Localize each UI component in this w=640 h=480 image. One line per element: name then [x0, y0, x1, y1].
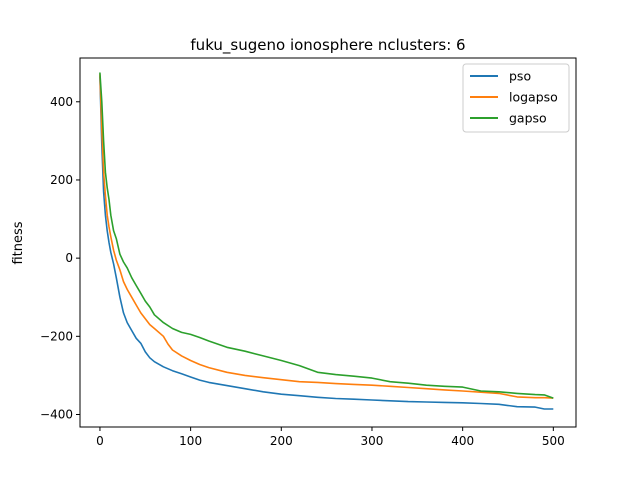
- x-tick-label: 300: [361, 434, 384, 448]
- legend-frame: [462, 63, 570, 133]
- x-tick-label: 500: [542, 434, 565, 448]
- series-line-logapso: [99, 74, 554, 399]
- series-line-gapso: [99, 72, 554, 399]
- y-axis-label: fitness: [11, 221, 26, 264]
- series-line-pso: [99, 76, 554, 410]
- plot-area: [99, 72, 554, 410]
- legend-entries: pso logapso gapso: [470, 69, 558, 126]
- x-tick-label: 400: [451, 434, 474, 448]
- legend-label-gapso: gapso: [509, 111, 547, 126]
- y-tick-label: −200: [40, 329, 73, 343]
- x-tick-label: 100: [179, 434, 202, 448]
- axes-frame: [79, 57, 577, 428]
- y-tick-label: −400: [40, 407, 73, 421]
- y-tick-label: 200: [50, 173, 73, 187]
- legend-label-logapso: logapso: [509, 90, 558, 105]
- legend-label-pso: pso: [509, 69, 531, 84]
- legend: pso logapso gapso: [462, 63, 570, 133]
- y-tick-label: 0: [65, 251, 73, 265]
- chart-title: fuku_sugeno ionosphere nclusters: 6: [190, 36, 465, 55]
- x-axis-ticks: 0 100 200 300 400 500: [96, 427, 565, 448]
- x-tick-label: 0: [96, 434, 104, 448]
- y-tick-label: 400: [50, 95, 73, 109]
- x-tick-label: 200: [270, 434, 293, 448]
- y-axis-ticks: −400 −200 0 200 400: [40, 95, 80, 421]
